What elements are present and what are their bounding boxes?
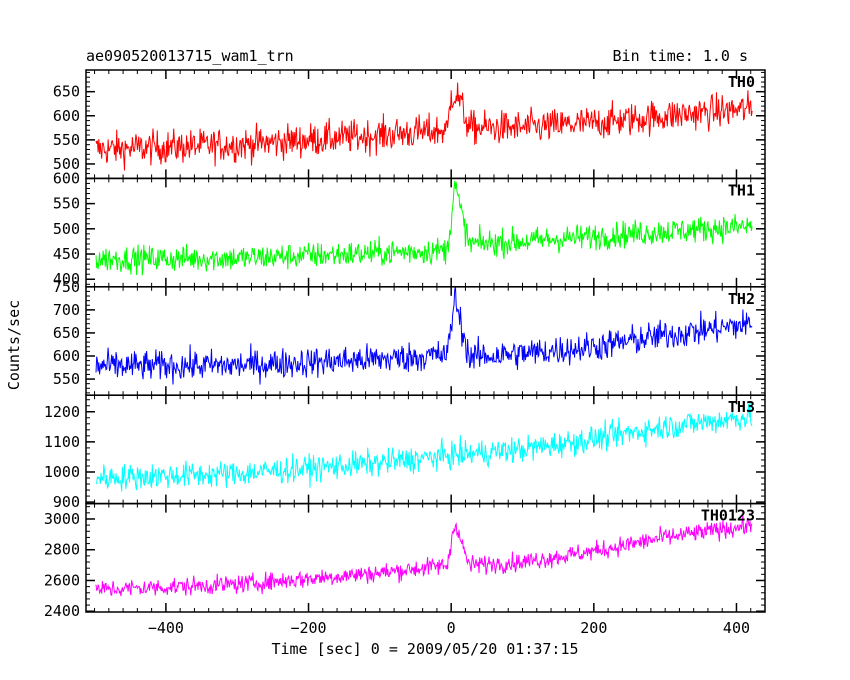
x-tick-label: −200 bbox=[290, 619, 326, 637]
y-tick-label: 650 bbox=[53, 324, 80, 342]
y-tick-label: 500 bbox=[53, 220, 80, 238]
y-tick-label: 2400 bbox=[44, 602, 80, 620]
panel-frame bbox=[85, 286, 766, 396]
panel-label-th0: TH0 bbox=[728, 73, 755, 91]
series-line-th3 bbox=[95, 401, 753, 492]
x-tick-label: 200 bbox=[580, 619, 607, 637]
y-axis-label: Counts/sec bbox=[5, 300, 23, 390]
y-tick-label: 550 bbox=[53, 195, 80, 213]
x-tick-label: 0 bbox=[447, 619, 456, 637]
panel-frame bbox=[85, 502, 766, 613]
series-line-th0123 bbox=[95, 514, 753, 597]
series-line-th1 bbox=[95, 180, 753, 276]
x-tick-label: 400 bbox=[723, 619, 750, 637]
y-tick-label: 2600 bbox=[44, 571, 80, 589]
panel-th0123: 2400 2600 2800 3000 TH0123 bbox=[44, 502, 766, 620]
panel-label-th0123: TH0123 bbox=[701, 507, 755, 525]
panel-frame bbox=[85, 394, 766, 505]
y-tick-label: 500 bbox=[53, 155, 80, 173]
x-axis-label: Time [sec] 0 = 2009/05/20 01:37:15 bbox=[271, 640, 578, 658]
series-line-th0 bbox=[95, 82, 753, 171]
chart-title: ae090520013715_wam1_trn bbox=[86, 47, 294, 65]
y-tick-label: 700 bbox=[53, 301, 80, 319]
y-tick-label: 600 bbox=[53, 107, 80, 125]
panel-label-th2: TH2 bbox=[728, 290, 755, 308]
panel-th1: 400 450 500 550 600 TH1 bbox=[53, 169, 766, 288]
panels-group: 500 550 600 650 TH0 400 450 500 550 600 TH1 550 600 6… bbox=[44, 69, 766, 637]
y-tick-label: 550 bbox=[53, 370, 80, 388]
y-tick-label: 750 bbox=[53, 278, 80, 296]
panel-th0: 500 550 600 650 TH0 bbox=[53, 69, 766, 180]
bin-time-label: Bin time: 1.0 s bbox=[613, 47, 748, 65]
y-tick-label: 900 bbox=[53, 493, 80, 511]
y-tick-label: 2800 bbox=[44, 541, 80, 559]
panel-label-th1: TH1 bbox=[728, 181, 755, 199]
y-tick-label: 450 bbox=[53, 245, 80, 263]
panel-th3: 900 1000 1100 1200 TH3 bbox=[44, 394, 766, 511]
y-tick-label: 650 bbox=[53, 83, 80, 101]
y-tick-label: 3000 bbox=[44, 510, 80, 528]
panel-th2: 550 600 650 700 750 TH2 bbox=[53, 278, 766, 396]
x-tick-label: −400 bbox=[148, 619, 184, 637]
y-tick-label: 1000 bbox=[44, 463, 80, 481]
y-tick-label: 1200 bbox=[44, 403, 80, 421]
y-tick-label: 550 bbox=[53, 131, 80, 149]
series-line-th2 bbox=[95, 286, 753, 385]
panel-label-th3: TH3 bbox=[728, 398, 755, 416]
y-tick-label: 400 bbox=[53, 270, 80, 288]
y-tick-label: 600 bbox=[53, 347, 80, 365]
y-tick-label: 600 bbox=[53, 169, 80, 187]
y-tick-label: 1100 bbox=[44, 433, 80, 451]
